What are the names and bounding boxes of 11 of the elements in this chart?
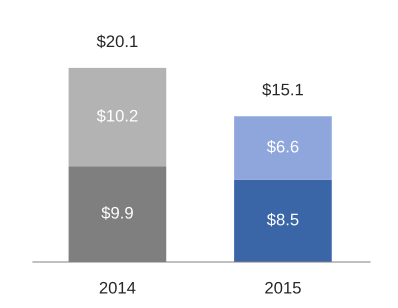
x-tick-label: 2014 bbox=[100, 282, 136, 294]
bar bbox=[68, 68, 166, 166]
total-label: $15.1 bbox=[262, 82, 303, 96]
total-label: $20.1 bbox=[96, 34, 138, 48]
bar bbox=[234, 180, 332, 262]
bar bbox=[234, 116, 332, 180]
data-label: $6.6 bbox=[266, 140, 298, 154]
data-label: $8.5 bbox=[266, 212, 298, 226]
data-label: $10.2 bbox=[96, 109, 138, 123]
data-label: $9.9 bbox=[101, 206, 133, 220]
x-tick-label: 2015 bbox=[265, 282, 301, 294]
